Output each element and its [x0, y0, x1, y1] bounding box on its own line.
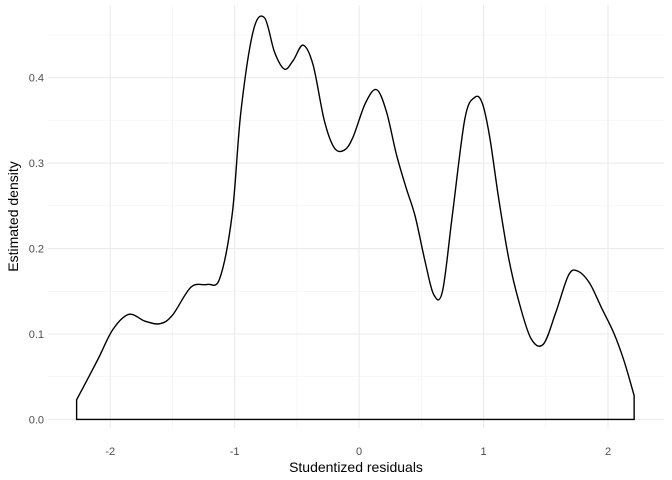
major-gridlines	[48, 5, 664, 428]
x-tick-labels: -2 -1 0 1 2	[105, 446, 611, 458]
y-axis-title: Estimated density	[5, 161, 21, 272]
y-tick-label: 0.0	[29, 414, 44, 426]
y-tick-label: 0.3	[29, 158, 44, 170]
x-axis-title: Studentized residuals	[289, 459, 423, 475]
y-tick-label: 0.2	[29, 244, 44, 256]
y-tick-label: 0.1	[29, 329, 44, 341]
x-tick-label: 1	[480, 446, 486, 458]
density-curve	[75, 15, 635, 421]
x-tick-label: -2	[105, 446, 115, 458]
minor-gridlines	[48, 5, 664, 428]
x-tick-label: 0	[356, 446, 362, 458]
y-tick-label: 0.4	[29, 73, 44, 85]
y-tick-labels: 0.0 0.1 0.2 0.3 0.4	[29, 73, 44, 427]
x-tick-label: -1	[230, 446, 240, 458]
x-tick-label: 2	[605, 446, 611, 458]
